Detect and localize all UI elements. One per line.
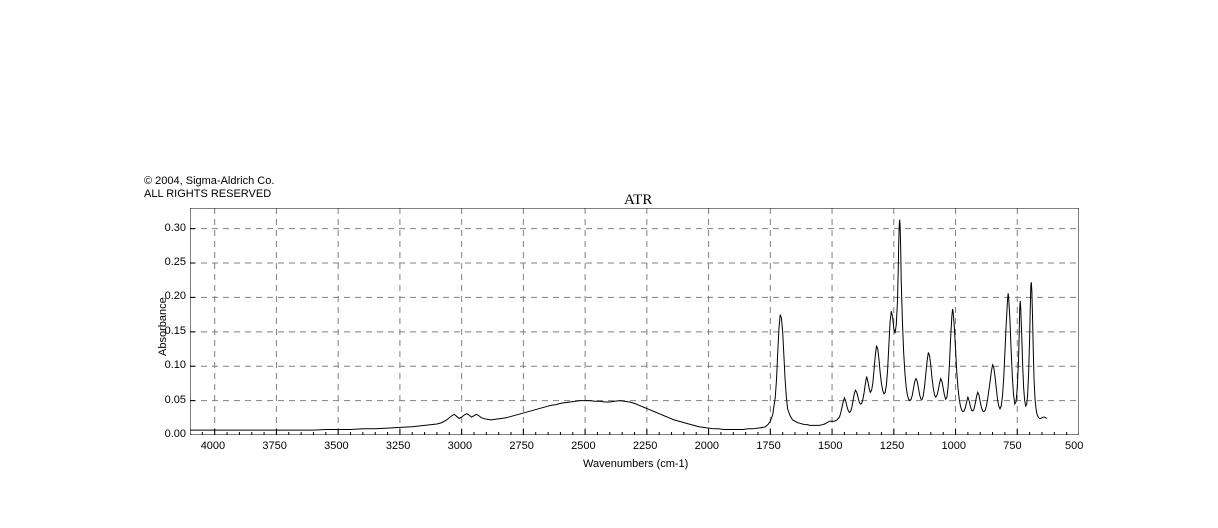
x-tick-label: 3000 [448,440,472,452]
copyright-block: © 2004, Sigma-Aldrich Co. ALL RIGHTS RES… [144,175,274,201]
x-tick-label: 3750 [262,440,286,452]
copyright-line1: © 2004, Sigma-Aldrich Co. [144,175,274,187]
x-tick-label: 2500 [571,440,595,452]
x-tick-label: 3250 [386,440,410,452]
y-tick-label: 0.25 [165,256,186,268]
y-tick-label: 0.00 [165,428,186,440]
y-tick-label: 0.10 [165,359,186,371]
x-tick-label: 3500 [324,440,348,452]
copyright-line2: ALL RIGHTS RESERVED [144,188,271,200]
y-tick-label: 0.05 [165,394,186,406]
x-tick-label: 2250 [633,440,657,452]
x-axis-label: Wavenumbers (cm-1) [583,458,688,470]
y-tick-label: 0.15 [165,325,186,337]
x-tick-label: 750 [1003,440,1021,452]
x-tick-label: 1750 [756,440,780,452]
x-tick-label: 2000 [695,440,719,452]
x-tick-label: 1500 [818,440,842,452]
x-tick-label: 2750 [509,440,533,452]
x-tick-label: 500 [1065,440,1083,452]
x-tick-label: 4000 [201,440,225,452]
x-tick-label: 1250 [880,440,904,452]
y-tick-label: 0.20 [165,290,186,302]
y-tick-label: 0.30 [165,222,186,234]
chart-title: ATR [624,192,652,209]
spectrum-plot [190,208,1079,435]
x-tick-label: 1000 [942,440,966,452]
